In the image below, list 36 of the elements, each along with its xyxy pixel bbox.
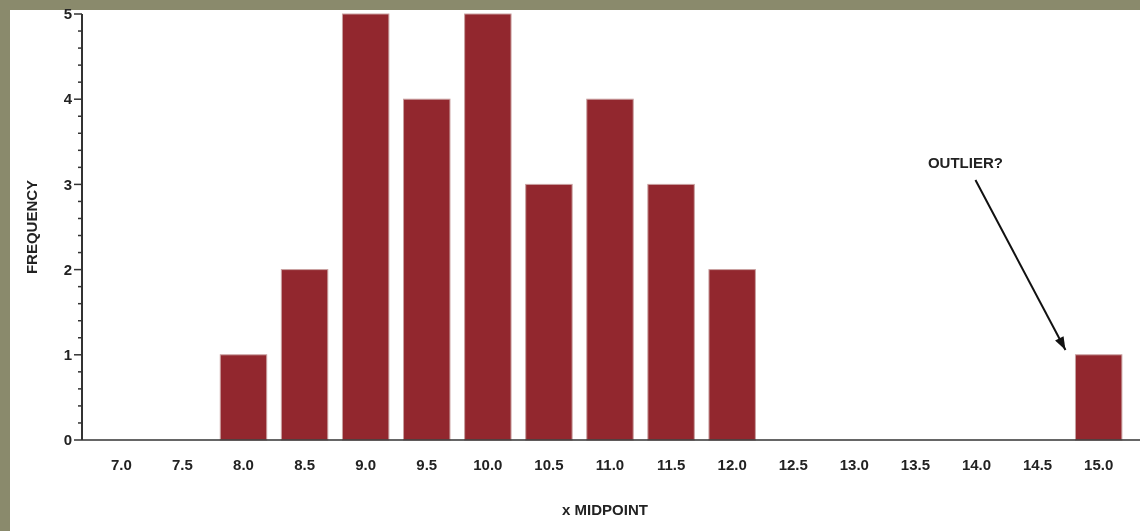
x-tick-label: 9.0 (355, 456, 377, 473)
bar (403, 98, 451, 441)
bar (464, 13, 512, 441)
x-tick-label: 12.5 (778, 456, 808, 473)
x-tick-label: 9.5 (416, 456, 438, 473)
x-tick-label: 14.0 (961, 456, 992, 473)
y-tick-label: 4 (63, 90, 73, 108)
x-tick-label: 7.5 (171, 456, 193, 473)
x-tick-label: 8.5 (294, 456, 316, 473)
bar (1074, 354, 1123, 441)
x-tick-label: 14.5 (1022, 456, 1053, 473)
bar (708, 269, 756, 441)
x-tick-label: 12.0 (717, 456, 747, 473)
y-tick-label: 1 (63, 346, 72, 364)
x-tick-label: 8.0 (233, 456, 254, 473)
bar (586, 98, 634, 441)
bar (341, 13, 390, 441)
y-axis-title: FREQUENCY (23, 179, 40, 275)
bar (280, 269, 329, 441)
bar (525, 183, 573, 441)
x-tick-label: 10.5 (534, 456, 564, 473)
y-tick-label: 2 (63, 260, 72, 278)
x-tick-label: 11.5 (656, 456, 686, 473)
y-tick-label: 3 (63, 175, 72, 193)
x-tick-label: 15.0 (1084, 456, 1114, 473)
annotation: OUTLIER? (927, 154, 1003, 171)
x-tick-label: 7.0 (110, 456, 132, 473)
bar (219, 354, 268, 441)
x-tick-label: 13.5 (900, 456, 931, 473)
x-tick-label: 11.0 (595, 456, 625, 473)
bar (647, 183, 695, 441)
y-tick-label: 0 (63, 431, 72, 449)
y-tick-label: 5 (63, 5, 72, 23)
x-tick-label: 13.0 (839, 456, 869, 473)
x-tick-label: 10.0 (473, 456, 503, 473)
x-axis-title: x MIDPOINT (562, 501, 648, 518)
